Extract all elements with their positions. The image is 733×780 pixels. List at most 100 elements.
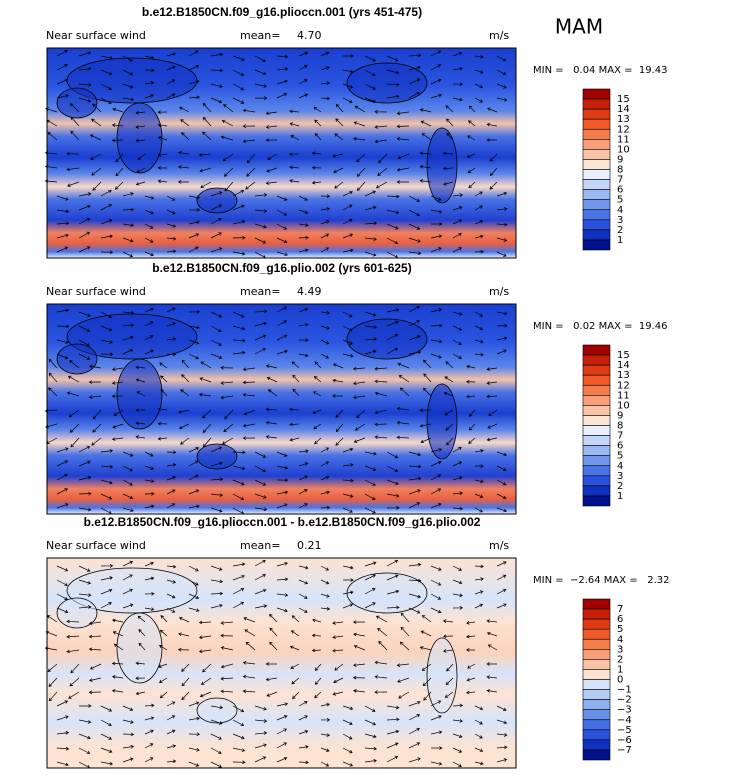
colorbar-box	[582, 709, 611, 721]
units: m/s	[489, 29, 509, 42]
colorbar-box	[582, 364, 611, 376]
colorbar-box	[582, 699, 611, 710]
continent	[196, 187, 238, 214]
panel-title: b.e12.B1850CN.f09_g16.plio.002 (yrs 601-…	[152, 261, 411, 275]
colorbar-label: 1	[617, 664, 623, 675]
wind-arrows	[44, 50, 508, 259]
colorbar-label: 8	[617, 421, 623, 432]
colorbar-label: 1	[617, 235, 623, 246]
colorbar-box	[582, 189, 611, 200]
units: m/s	[489, 539, 509, 552]
colorbar-label: −6	[617, 735, 632, 746]
colorbar-box	[582, 384, 611, 396]
colorbar-label: 2	[617, 481, 623, 492]
colorbar-label: 3	[617, 215, 623, 226]
colorbar-label: 14	[617, 104, 630, 115]
colorbar-box	[582, 608, 611, 620]
colorbar-label: 2	[617, 225, 623, 236]
colorbar-box	[582, 139, 611, 150]
continent	[346, 572, 428, 614]
colorbar-label: −3	[617, 705, 632, 716]
colorbar-label: 9	[617, 410, 623, 421]
colorbar-label: 3	[617, 471, 623, 482]
colorbar-box	[582, 628, 611, 640]
colorbar-label: 12	[617, 380, 630, 391]
colorbar-box	[582, 485, 611, 497]
colorbar-label: 7	[617, 175, 623, 186]
colorbar-label: 7	[617, 604, 623, 615]
colorbar-box	[582, 598, 611, 610]
colorbar-box	[582, 88, 611, 100]
map-frame	[46, 47, 517, 259]
colorbar-label: 3	[617, 644, 623, 655]
continent	[116, 358, 163, 430]
colorbar-label: 4	[617, 634, 623, 645]
continent	[196, 443, 238, 470]
colorbar-box	[582, 649, 611, 660]
colorbar-label: 7	[617, 431, 623, 442]
colorbar-box	[582, 445, 611, 456]
colorbar-label: −5	[617, 725, 632, 736]
colorbar-label: 5	[617, 451, 623, 462]
colorbar-box	[582, 209, 611, 221]
colorbar-label: −7	[617, 745, 632, 756]
colorbar-label: 2	[617, 654, 623, 665]
colorbar-label: −1	[617, 685, 632, 696]
colorbar-box	[582, 98, 611, 110]
field-label: Near surface wind	[46, 539, 146, 552]
mean-value: 4.70	[297, 29, 322, 42]
colorbar-box	[582, 618, 611, 630]
colorbar-label: 10	[617, 144, 630, 155]
colorbar-box	[582, 749, 611, 761]
colorbar-label: 11	[617, 390, 630, 401]
continent	[346, 62, 428, 104]
continent	[56, 343, 98, 375]
colorbar-box	[582, 149, 611, 160]
units: m/s	[489, 285, 509, 298]
continent	[346, 318, 428, 360]
colorbar-box	[582, 659, 611, 670]
colorbar-label: 6	[617, 614, 623, 625]
colorbar-box	[582, 344, 611, 356]
colorbar-label: 15	[617, 350, 630, 361]
colorbar-label: 10	[617, 400, 630, 411]
continent	[426, 127, 458, 204]
min-max: MIN = 0.02 MAX = 19.46	[533, 321, 667, 332]
field-label: Near surface wind	[46, 285, 146, 298]
min-max: MIN = −2.64 MAX = 2.32	[533, 575, 669, 586]
colorbar-box	[582, 179, 611, 190]
continent	[426, 383, 458, 460]
colorbar-box	[582, 638, 611, 650]
colorbar-box	[582, 679, 611, 690]
colorbar-box	[582, 719, 611, 731]
colorbar-label: 5	[617, 624, 623, 635]
colorbar-box	[582, 729, 611, 741]
min-max: MIN = 0.04 MAX = 19.43	[533, 65, 667, 76]
colorbar-label: 5	[617, 195, 623, 206]
colorbar-box	[582, 128, 611, 140]
colorbar-box	[582, 435, 611, 446]
colorbar-box	[582, 739, 611, 751]
colorbar-label: 15	[617, 94, 630, 105]
colorbar-box	[582, 415, 611, 426]
colorbar-box	[582, 239, 611, 251]
colorbar-label: 14	[617, 360, 630, 371]
mean-label: mean=	[240, 29, 280, 42]
panel-title: b.e12.B1850CN.f09_g16.plioccn.001 - b.e1…	[84, 515, 481, 529]
continent	[426, 637, 458, 714]
colorbar-label: 1	[617, 491, 623, 502]
colorbar-label: 8	[617, 165, 623, 176]
wind-arrows	[44, 305, 508, 515]
colorbar-label: 9	[617, 154, 623, 165]
colorbar-box	[582, 495, 611, 507]
continent	[56, 87, 98, 119]
colorbar-label: −4	[617, 715, 632, 726]
colorbar-box	[582, 199, 611, 211]
wind-arrows	[44, 559, 508, 769]
colorbar-label: 13	[617, 370, 630, 381]
continent	[116, 612, 163, 684]
colorbar-label: 13	[617, 114, 630, 125]
colorbar-box	[582, 475, 611, 487]
mean-value: 0.21	[297, 539, 322, 552]
